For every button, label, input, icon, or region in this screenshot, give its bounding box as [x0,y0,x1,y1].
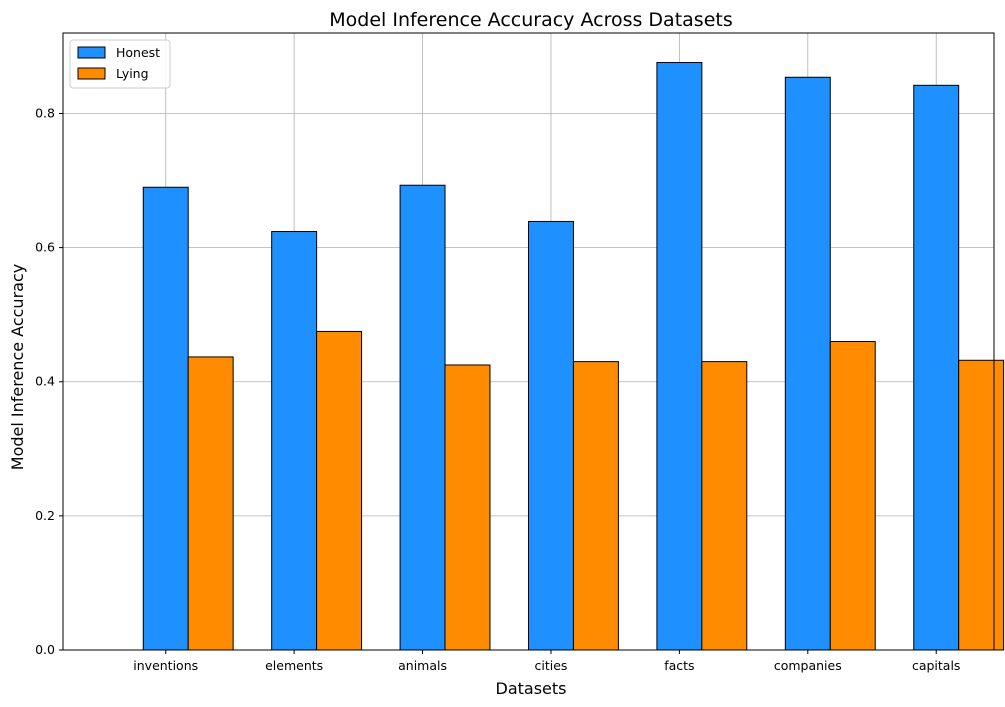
y-tick-label: 0.6 [35,240,55,255]
bar-honest-animals [399,184,446,651]
x-tick-label: facts [664,658,694,673]
legend-swatch-lying [77,67,106,80]
legend-swatch-honest [77,46,106,59]
x-tick-label: companies [774,658,842,673]
plot-frame [62,32,995,651]
x-tick-label: capitals [912,658,961,673]
y-tick-label: 0.2 [35,508,55,523]
bar-honest-inventions [142,186,189,651]
bar-lying-cities [572,361,619,651]
y-tick-label: 0.8 [35,105,55,120]
axis-ticks: 0.0 0.2 0.4 0.6 0.8 inventions elements animals… [35,105,960,673]
bar-honest-capitals [913,84,960,651]
x-tick-label: inventions [133,658,198,673]
bar-lying-elements [316,330,363,651]
bar-lying-companies [829,341,876,651]
x-axis-label: Datasets [496,679,567,698]
y-tick-label: 0.4 [35,374,55,389]
bar-honest-facts [656,62,703,651]
bar-lying-animals [444,364,491,651]
bar-honest-cities [528,220,574,651]
x-tick-label: elements [265,658,323,673]
legend-label-honest: Honest [116,45,160,60]
x-tick-label: animals [398,658,447,673]
legend: Honest Lying [69,39,171,89]
legend-label-lying: Lying [116,66,149,81]
chart-title: Model Inference Accuracy Across Datasets [329,9,732,31]
bar-lying-facts [701,361,748,651]
y-axis-label: Model Inference Accuracy [8,264,27,470]
bar-honest-companies [784,76,831,651]
bars [142,62,1005,651]
bar-lying-inventions [187,356,234,651]
bar-lying-capitals [958,359,1005,651]
x-tick-label: cities [535,658,568,673]
bar-honest-elements [271,231,318,651]
y-tick-label: 0.0 [35,642,55,657]
